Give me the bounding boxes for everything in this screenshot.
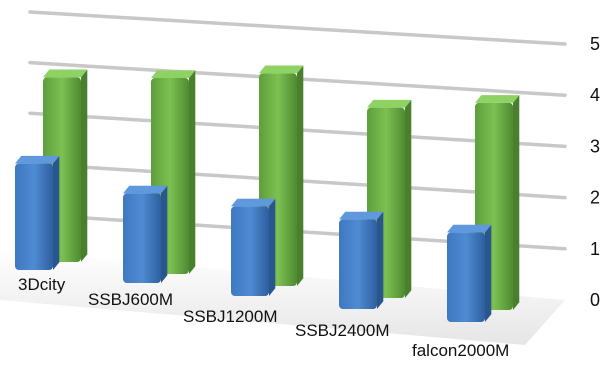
y-tick-label: 5 [590,34,600,54]
y-tick-label: 3 [590,136,600,156]
bar-series1-2 [231,198,276,296]
y-tick-label: 1 [590,239,600,259]
category-label: SSBJ2400M [295,321,390,340]
y-tick-label: 0 [590,290,600,310]
bar-series1-1 [123,185,168,283]
category-label: SSBJ600M [88,290,173,309]
gridline [28,10,567,46]
y-tick-label: 4 [590,85,600,105]
y-axis-ticks: 0 1 2 3 4 5 [590,34,600,310]
bar-series1-0 [15,155,60,270]
bar-series1-4 [447,224,492,322]
bars [15,65,520,322]
y-tick-label: 2 [590,188,600,208]
category-label: falcon2000M [412,341,509,360]
category-label: 3Dcity [18,275,66,294]
bar-series1-3 [339,211,384,309]
category-label: SSBJ1200M [183,307,278,326]
category-labels: 3Dcity SSBJ600M SSBJ1200M SSBJ2400M falcon20… [18,275,509,360]
